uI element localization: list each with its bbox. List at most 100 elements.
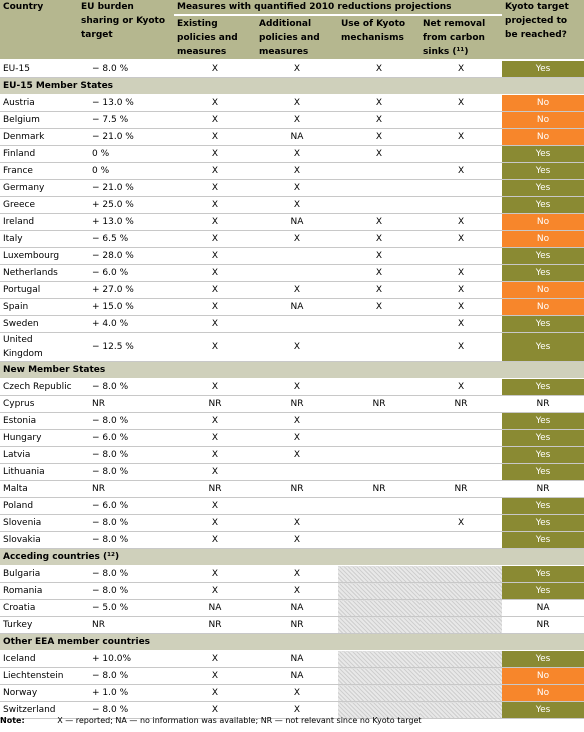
sinks-cell: X [420, 281, 503, 299]
target-cell: − 28.0 % [78, 247, 174, 265]
target-cell: + 10.0% [78, 650, 174, 668]
sinks-cell [420, 497, 503, 515]
sinks-cell: X [420, 264, 503, 282]
existing-cell: X [174, 281, 256, 299]
target-cell: − 8.0 % [78, 531, 174, 549]
sinks-cell [420, 196, 503, 214]
target-cell: − 5.0 % [78, 599, 174, 617]
existing-cell: X [174, 315, 256, 333]
kyoto-mech-cell [338, 667, 420, 685]
existing-cell: X [174, 196, 256, 214]
table-row: Austria − 13.0 % X X X X No [0, 94, 584, 112]
result-cell: Yes [502, 701, 584, 719]
existing-cell: NR [174, 480, 256, 498]
result-cell: No [502, 128, 584, 146]
result-cell: NR [502, 395, 584, 413]
sinks-cell [420, 616, 503, 634]
additional-cell: NA [256, 650, 338, 668]
country-cell: France [0, 162, 78, 180]
additional-cell: X [256, 701, 338, 719]
existing-cell: NR [174, 616, 256, 634]
table-row: Romania − 8.0 % X X Yes [0, 582, 584, 600]
sinks-cell: X [420, 213, 503, 231]
table-row: Poland − 6.0 % X Yes [0, 497, 584, 515]
existing-cell: X [174, 497, 256, 515]
result-cell: No [502, 684, 584, 702]
additional-cell: NA [256, 599, 338, 617]
table-row: Netherlands − 6.0 % X X X Yes [0, 264, 584, 282]
target-cell: − 6.0 % [78, 429, 174, 447]
existing-cell: X [174, 667, 256, 685]
existing-cell: X [174, 446, 256, 464]
kyoto-mech-cell: NR [338, 480, 420, 498]
section-title: EU-15 Member States [0, 77, 584, 95]
target-cell: − 8.0 % [78, 514, 174, 532]
target-cell: − 8.0 % [78, 378, 174, 396]
existing-cell: X [174, 298, 256, 316]
table-row: Sweden + 4.0 % X X Yes [0, 315, 584, 333]
result-cell: Yes [502, 264, 584, 282]
country-cell: Cyprus [0, 395, 78, 413]
existing-cell: X [174, 582, 256, 600]
target-cell: − 6.0 % [78, 264, 174, 282]
additional-cell: X [256, 94, 338, 112]
country-cell: Belgium [0, 111, 78, 129]
table-row: Greece + 25.0 % X X Yes [0, 196, 584, 214]
header-country: Country [0, 0, 78, 61]
kyoto-mech-cell [338, 531, 420, 549]
additional-cell: X [256, 446, 338, 464]
table-row: Lithuania − 8.0 % X Yes [0, 463, 584, 481]
result-cell: No [502, 213, 584, 231]
target-cell: − 8.0 % [78, 446, 174, 464]
sinks-cell: X [420, 94, 503, 112]
header-existing: Existing policies and measures [174, 15, 256, 61]
country-cell: Bulgaria [0, 565, 78, 583]
kyoto-mech-cell: X [338, 230, 420, 248]
additional-cell: X [256, 196, 338, 214]
existing-cell: X [174, 378, 256, 396]
additional-cell: X [256, 281, 338, 299]
sinks-cell [420, 111, 503, 129]
country-cell: Hungary [0, 429, 78, 447]
section-row: Acceding countries (¹²) [0, 548, 584, 566]
table-row: Finland 0 % X X X Yes [0, 145, 584, 163]
target-cell: − 8.0 % [78, 701, 174, 719]
sinks-cell: X [420, 60, 503, 78]
existing-cell: X [174, 565, 256, 583]
result-cell: NR [502, 616, 584, 634]
target-cell: − 8.0 % [78, 582, 174, 600]
result-cell: Yes [502, 60, 584, 78]
kyoto-mech-cell [338, 582, 420, 600]
table-row: Portugal + 27.0 % X X X X No [0, 281, 584, 299]
result-cell: NA [502, 599, 584, 617]
result-cell: No [502, 281, 584, 299]
sinks-cell [420, 565, 503, 583]
existing-cell: X [174, 111, 256, 129]
kyoto-mech-cell [338, 315, 420, 333]
existing-cell: X [174, 332, 256, 362]
additional-cell: X [256, 111, 338, 129]
kyoto-mech-cell: X [338, 298, 420, 316]
result-cell: Yes [502, 247, 584, 265]
existing-cell: X [174, 145, 256, 163]
result-cell: Yes [502, 565, 584, 583]
table-row: Slovakia − 8.0 % X X Yes [0, 531, 584, 549]
table-row: EU-15− 8.0 % X X X X Yes [0, 60, 584, 78]
table-body: EU-15− 8.0 % X X X X Yes EU-15 Member States Au… [0, 60, 584, 719]
existing-cell: X [174, 247, 256, 265]
result-cell: No [502, 230, 584, 248]
target-cell: + 27.0 % [78, 281, 174, 299]
country-cell: United Kingdom [0, 332, 78, 362]
additional-cell: X [256, 60, 338, 78]
country-cell: Poland [0, 497, 78, 515]
additional-cell: NA [256, 667, 338, 685]
target-cell: 0 % [78, 162, 174, 180]
sinks-cell [420, 531, 503, 549]
target-cell: − 21.0 % [78, 179, 174, 197]
kyoto-mech-cell [338, 196, 420, 214]
kyoto-mech-cell [338, 701, 420, 719]
sinks-cell [420, 650, 503, 668]
additional-cell [256, 247, 338, 265]
table-row: Bulgaria − 8.0 % X X Yes [0, 565, 584, 583]
country-cell: Greece [0, 196, 78, 214]
